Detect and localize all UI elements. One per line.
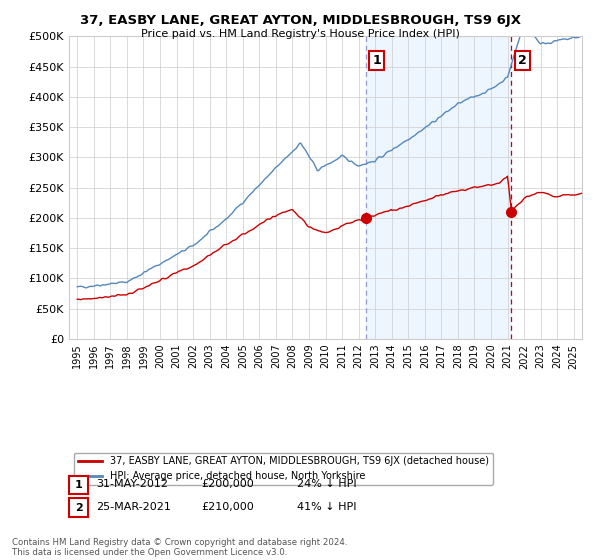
Text: 2: 2 bbox=[75, 503, 82, 512]
Text: £200,000: £200,000 bbox=[201, 479, 254, 489]
Text: £210,000: £210,000 bbox=[201, 502, 254, 512]
Text: 41% ↓ HPI: 41% ↓ HPI bbox=[297, 502, 356, 512]
Text: 1: 1 bbox=[75, 480, 82, 490]
Text: 2: 2 bbox=[518, 54, 527, 67]
Text: 25-MAR-2021: 25-MAR-2021 bbox=[96, 502, 171, 512]
Legend: 37, EASBY LANE, GREAT AYTON, MIDDLESBROUGH, TS9 6JX (detached house), HPI: Avera: 37, EASBY LANE, GREAT AYTON, MIDDLESBROU… bbox=[74, 452, 493, 485]
Text: Contains HM Land Registry data © Crown copyright and database right 2024.
This d: Contains HM Land Registry data © Crown c… bbox=[12, 538, 347, 557]
Bar bbox=[365, 36, 511, 339]
Text: 1: 1 bbox=[372, 54, 381, 67]
Text: 37, EASBY LANE, GREAT AYTON, MIDDLESBROUGH, TS9 6JX: 37, EASBY LANE, GREAT AYTON, MIDDLESBROU… bbox=[79, 14, 521, 27]
Text: 24% ↓ HPI: 24% ↓ HPI bbox=[297, 479, 356, 489]
Text: Price paid vs. HM Land Registry's House Price Index (HPI): Price paid vs. HM Land Registry's House … bbox=[140, 29, 460, 39]
Text: 31-MAY-2012: 31-MAY-2012 bbox=[96, 479, 168, 489]
